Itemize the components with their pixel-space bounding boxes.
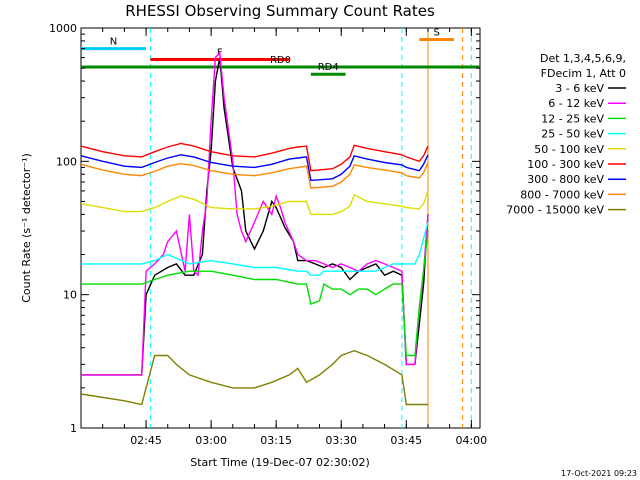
series-line	[81, 51, 429, 376]
series-line	[80, 349, 428, 406]
legend-entry-label: 800 - 7000 keV	[520, 188, 604, 201]
series-line	[80, 154, 429, 182]
x-tick-label: 03:30	[325, 434, 357, 447]
legend-entry-label: 300 - 800 keV	[527, 173, 604, 186]
y-tick-label: 1	[70, 422, 77, 435]
annotation-label: S	[433, 27, 439, 38]
legend-header-line: Det 1,3,4,5,6,9,	[540, 52, 626, 65]
x-tick-label: 03:15	[260, 434, 292, 447]
legend-entry-label: 6 - 12 keV	[548, 97, 604, 110]
legend-entry-label: 50 - 100 keV	[534, 143, 604, 156]
legend-entry-label: 12 - 25 keV	[541, 112, 604, 125]
footer-date: 17-Oct-2021 09:23	[561, 469, 637, 478]
legend-header-line: FDecim 1, Att 0	[541, 67, 626, 80]
series-line	[80, 190, 429, 216]
x-tick-label: 04:00	[455, 434, 487, 447]
legend-entry-label: 100 - 300 keV	[527, 158, 604, 171]
legend-entry-label: 3 - 6 keV	[555, 82, 604, 95]
y-tick-label: 1000	[49, 22, 77, 35]
legend-entry-label: 25 - 50 keV	[541, 128, 604, 141]
y-tick-label: 100	[56, 155, 77, 168]
legend: Det 1,3,4,5,6,9, FDecim 1, Att 0 3 - 6 k…	[506, 52, 626, 217]
x-axis-label: Start Time (19-Dec-07 02:30:02)	[190, 456, 370, 469]
y-tick-label: 10	[63, 289, 77, 302]
y-axis-label: Count Rate (s⁻¹ detector⁻¹)	[20, 153, 33, 303]
series-line	[81, 231, 429, 357]
x-tick-label: 03:45	[390, 434, 422, 447]
x-tick-label: 03:00	[195, 434, 227, 447]
annotation-label: RD0	[270, 55, 291, 66]
plot-frame	[80, 27, 481, 429]
series-line	[80, 142, 429, 172]
series-line	[81, 221, 429, 276]
x-tick-label: 02:45	[130, 434, 162, 447]
annotation-label: N	[110, 37, 117, 48]
series-line	[80, 162, 429, 189]
series-line	[81, 57, 429, 376]
legend-entry-label: 7000 - 15000 keV	[506, 204, 604, 217]
chart-title: RHESSI Observing Summary Count Rates	[125, 2, 435, 20]
annotation-label: RD4	[318, 62, 339, 73]
